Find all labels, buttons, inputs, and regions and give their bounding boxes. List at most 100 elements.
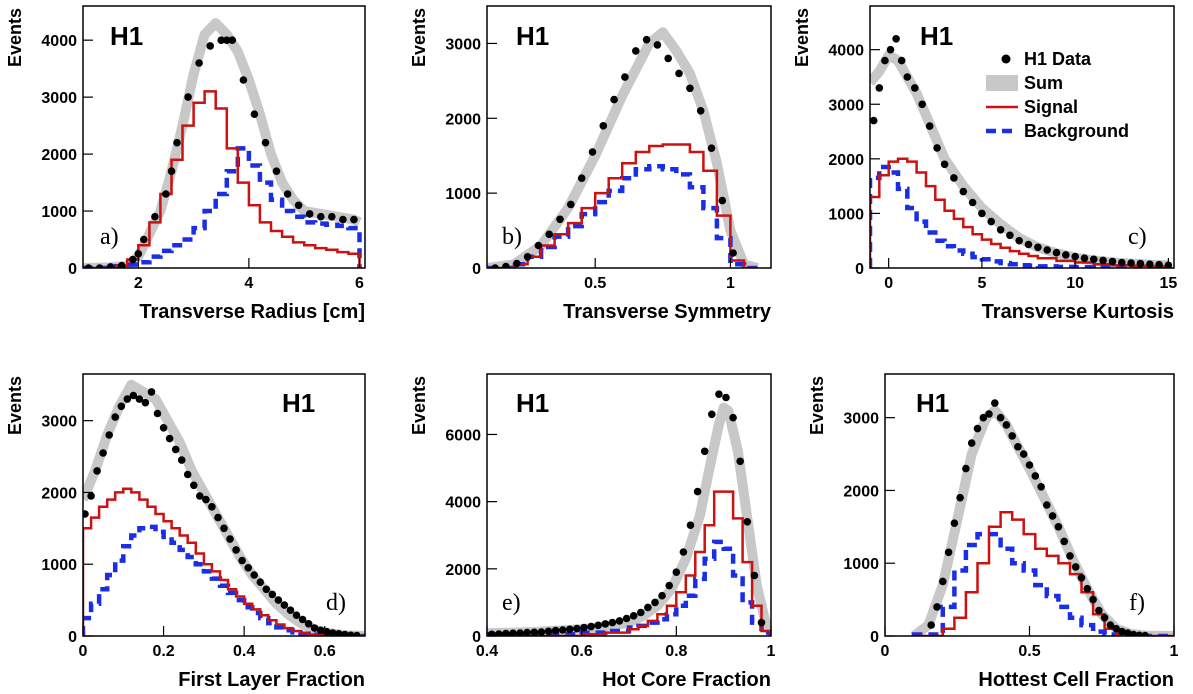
x-tick-label: 5: [977, 275, 986, 292]
panel-letter-f: f): [1129, 590, 1145, 616]
data-point: [1071, 563, 1080, 571]
data-point: [1071, 252, 1079, 261]
y-tick-label: 1000: [843, 556, 879, 573]
data-point: [298, 615, 307, 624]
data-point: [1080, 254, 1089, 262]
data-point: [558, 626, 567, 634]
data-point: [190, 481, 198, 490]
x-tick-label: 0: [884, 275, 893, 292]
data-point: [573, 624, 581, 633]
data-point: [870, 116, 878, 125]
panel-letter-e: e): [502, 590, 521, 616]
data-point: [329, 629, 337, 636]
data-point: [679, 548, 688, 556]
data-point: [206, 42, 214, 50]
data-point: [523, 628, 531, 636]
data-point: [996, 413, 1005, 422]
y-axis-title-b: Events: [409, 8, 429, 67]
y-tick-label: 0: [68, 629, 77, 646]
legend-item-data: H1 Data: [1001, 49, 1092, 69]
x-axis-title-b: Transverse Symmetry: [563, 301, 772, 323]
data-point: [99, 449, 107, 457]
data-point: [588, 148, 597, 156]
x-tick-label: 1: [767, 643, 776, 660]
data-point: [601, 620, 610, 628]
data-point: [1129, 630, 1138, 636]
data-point: [208, 503, 216, 511]
data-point: [141, 398, 150, 407]
data-point: [135, 395, 144, 403]
background-histogram-b: [487, 163, 758, 268]
data-point: [615, 617, 624, 625]
data-point: [927, 621, 935, 629]
data-point: [686, 84, 694, 93]
data-point: [644, 603, 652, 612]
data-point: [1112, 624, 1120, 633]
y-tick-label: 0: [870, 629, 879, 646]
y-tick-label: 3000: [41, 414, 77, 431]
data-point: [599, 122, 608, 130]
data-point: [283, 190, 292, 198]
data-point: [1006, 231, 1014, 240]
y-tick-label: 1000: [41, 204, 77, 221]
data-point: [1127, 259, 1135, 267]
signal-histogram-e: [487, 490, 771, 636]
axes-frame-c: [869, 5, 1175, 269]
data-point: [743, 518, 752, 526]
data-point: [696, 107, 705, 115]
panel-b: 0.5 1 0 1000 2000 3000 Transverse Symmetry Even…: [409, 5, 772, 323]
data-point: [950, 174, 958, 182]
data-point: [509, 629, 517, 636]
data-point: [305, 210, 314, 218]
data-point: [940, 160, 949, 169]
data-point: [335, 630, 343, 636]
data-point: [347, 631, 355, 636]
x-axis-title-e: Hot Core Fraction: [602, 669, 771, 691]
y-tick-label: 3000: [843, 411, 879, 428]
data-point: [1008, 432, 1016, 440]
experiment-label-f: H1: [916, 388, 949, 418]
y-axis-title-c: Events: [792, 8, 812, 67]
y-tick-label: 0: [68, 261, 77, 278]
data-point: [944, 548, 953, 557]
panel-e: 0.4 0.6 0.8 1 0 2000 4000 6000 Hot Core Fraction…: [409, 373, 776, 691]
data-point: [551, 626, 560, 635]
data-point: [123, 395, 132, 403]
data-point: [495, 630, 503, 636]
data-point: [700, 447, 709, 456]
data-point: [1019, 450, 1028, 458]
data-point: [1034, 243, 1042, 252]
data-point: [353, 631, 361, 636]
y-tick-label: 2000: [445, 562, 481, 579]
data-point: [1043, 501, 1051, 509]
data-point: [217, 36, 225, 44]
data-point: [985, 410, 993, 418]
x-tick-label: 1: [1170, 643, 1179, 660]
data-point: [165, 434, 174, 443]
experiment-label-e: H1: [516, 388, 549, 418]
y-tick-label: 4000: [445, 495, 481, 512]
data-point: [622, 614, 631, 623]
y-tick-label: 4000: [41, 33, 77, 50]
y-tick-label: 2000: [828, 152, 864, 169]
data-point: [272, 167, 281, 175]
axes-frame-e: [486, 373, 772, 637]
data-point: [513, 259, 521, 268]
axes-frame-d: [82, 373, 366, 637]
data-point: [996, 226, 1005, 234]
data-point: [729, 413, 737, 422]
x-axis-title-f: Hottest Cell Fraction: [978, 669, 1174, 691]
data-point: [129, 391, 138, 400]
plot-area-a: [83, 18, 362, 268]
data-point: [577, 174, 586, 182]
data-point: [939, 577, 947, 586]
data-point: [294, 201, 303, 210]
data-point: [84, 264, 93, 268]
data-point: [226, 535, 234, 543]
data-point: [1014, 443, 1022, 451]
data-point: [1025, 461, 1034, 469]
data-point: [665, 581, 673, 590]
legend-item-sum: Sum: [986, 73, 1063, 93]
data-point: [1077, 574, 1086, 582]
data-point: [1135, 631, 1144, 636]
